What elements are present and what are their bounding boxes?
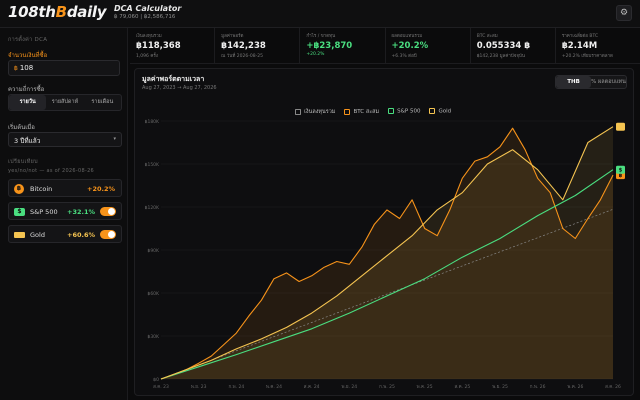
logo[interactable]: 108thBdaily: [8, 3, 107, 21]
asset-return: +20.2%: [87, 185, 115, 193]
x-tick-label: พ.ค. 24: [266, 384, 282, 390]
x-tick-label: ส.ค. 24: [304, 384, 320, 390]
asset-return: +60.6%: [67, 231, 95, 239]
frequency-label: ความถี่การซื้อ: [8, 86, 45, 93]
x-tick-label: ก.พ. 24: [228, 384, 244, 390]
stat-portfolio-value: มูลค่าพอร์ต ฿142,238 ณ วันที่ 2026-08-25: [215, 28, 301, 63]
sp500-end-badge-label: $: [619, 168, 623, 174]
sp500-line: [160, 169, 614, 380]
price-ticker: ฿ 79,060 | ฿2,586,716: [114, 14, 176, 20]
logo-bitcoin-b: B: [55, 3, 67, 21]
gold-area: [161, 126, 613, 379]
asset-name: S&P 500: [30, 208, 58, 216]
frequency-daily[interactable]: รายวัน: [9, 95, 47, 110]
x-tick-label: ส.ค. 25: [454, 384, 470, 390]
stat-total-return: ผลตอบแทนรวม +20.2% +6.3% ต่อปี: [386, 28, 471, 63]
y-tick-label: ฿120K: [145, 205, 160, 211]
asset-return: +32.1%: [67, 208, 95, 216]
amount-label: จำนวนเงินที่ซื้อ: [8, 52, 48, 59]
stat-invested: เงินลงทุนรวม ฿118,368 1,096 ครั้ง: [130, 28, 216, 63]
chevron-down-icon: ▾: [113, 136, 116, 142]
legend-btc[interactable]: BTC สะสม: [344, 108, 379, 116]
btc-area: [161, 128, 613, 379]
y-tick-label: ฿180K: [145, 119, 160, 125]
gear-icon[interactable]: ⚙: [616, 5, 632, 21]
frequency-selector: รายวัน รายสัปดาห์ รายเดือน: [8, 94, 122, 111]
x-tick-label: พ.ย. 25: [492, 384, 508, 390]
app-title: DCA Calculator: [114, 4, 182, 13]
stats-bar: เงินลงทุนรวม ฿118,368 1,096 ครั้ง มูลค่าพอ…: [130, 28, 640, 64]
asset-row-bitcoin[interactable]: ฿ Bitcoin +20.2%: [8, 179, 122, 197]
y-tick-label: ฿90K: [147, 248, 160, 254]
stat-profit: กำไร / ขาดทุน +฿23,870 +20.2%: [300, 28, 386, 63]
top-bar: 108thBdaily DCA Calculator ฿ 79,060 | ฿2…: [0, 0, 640, 28]
start-label: เริ่มต้นเมื่อ: [8, 124, 35, 131]
amount-input[interactable]: ฿ 108: [8, 60, 120, 76]
baht-icon: ฿: [14, 65, 18, 72]
y-tick-label: ฿150K: [145, 162, 160, 168]
gold-end-badge: [616, 122, 625, 131]
unit-percent[interactable]: % ผลตอบแทน: [591, 79, 626, 85]
chart-date-range: Aug 27, 2023 → Aug 27, 2026: [142, 85, 217, 91]
y-tick-label: ฿30K: [147, 334, 160, 340]
chart-panel: มูลค่าพอร์ตตามเวลา Aug 27, 2023 → Aug 27…: [134, 68, 634, 396]
stat-btc-accumulated: BTC สะสม 0.055334 ฿฿142,238 มูลค่าปัจจุบั…: [471, 28, 556, 63]
x-tick-label: ก.พ. 26: [530, 384, 546, 390]
x-tick-label: พ.ค. 26: [567, 384, 583, 390]
legend-sp500[interactable]: S&P 500: [388, 108, 420, 116]
frequency-monthly[interactable]: รายเดือน: [91, 99, 114, 105]
asset-row-gold[interactable]: Gold +60.6%: [8, 225, 122, 243]
x-tick-label: ก.พ. 25: [379, 384, 395, 390]
chart-unit-toggle: THB % ผลตอบแทน: [555, 75, 627, 89]
start-select[interactable]: 3 ปีที่แล้ว ▾: [8, 132, 122, 147]
bitcoin-icon: ฿: [14, 184, 24, 194]
sp500-icon: $: [14, 208, 25, 216]
frequency-weekly[interactable]: รายสัปดาห์: [51, 99, 79, 105]
btc-end-badge-label: ฿: [619, 173, 623, 179]
asset-name: Gold: [30, 231, 45, 239]
portfolio-chart[interactable]: ฿0 ฿30K ฿60K ฿90K ฿120K ฿150K ฿180K ส.ค. 23 พ.ย.…: [135, 69, 635, 397]
invested-line: [160, 208, 614, 380]
asset-row-sp500[interactable]: $ S&P 500 +32.1%: [8, 202, 122, 220]
section-title: การตั้งค่า DCA: [8, 37, 48, 43]
sidebar: การตั้งค่า DCA จำนวนเงินที่ซื้อ ฿ 108 ควา…: [0, 28, 128, 400]
compare-title: เปรียบเทียบ: [8, 159, 38, 165]
legend-gold[interactable]: Gold: [429, 108, 451, 116]
x-tick-label: พ.ค. 25: [417, 384, 433, 390]
gold-line: [160, 126, 614, 380]
unit-thb[interactable]: THB: [556, 76, 591, 88]
x-tick-label: พ.ย. 23: [191, 384, 207, 390]
chart-legend: เงินลงทุนรวม BTC สะสม S&P 500 Gold: [295, 108, 451, 116]
btc-line: [160, 127, 614, 380]
stat-avg-cost: ราคาเฉลี่ยต่อ BTC ฿2.14M +20.2% เทียบราคาต…: [561, 34, 613, 59]
gold-toggle[interactable]: [100, 230, 116, 239]
x-tick-label: ส.ค. 26: [605, 384, 621, 390]
chart-title: มูลค่าพอร์ตตามเวลา: [142, 75, 205, 83]
y-tick-label: ฿60K: [147, 291, 160, 297]
x-tick-label: พ.ย. 24: [342, 384, 358, 390]
gold-icon: [14, 232, 25, 238]
y-tick-label: ฿0: [153, 377, 159, 383]
legend-invested[interactable]: เงินลงทุนรวม: [295, 108, 335, 116]
sp500-toggle[interactable]: [100, 207, 116, 216]
sp500-end-badge: [616, 165, 625, 174]
asset-name: Bitcoin: [30, 185, 53, 193]
x-tick-label: ส.ค. 23: [153, 384, 169, 390]
compare-subtitle: yes/no/not — as of 2026-08-26: [8, 168, 95, 174]
